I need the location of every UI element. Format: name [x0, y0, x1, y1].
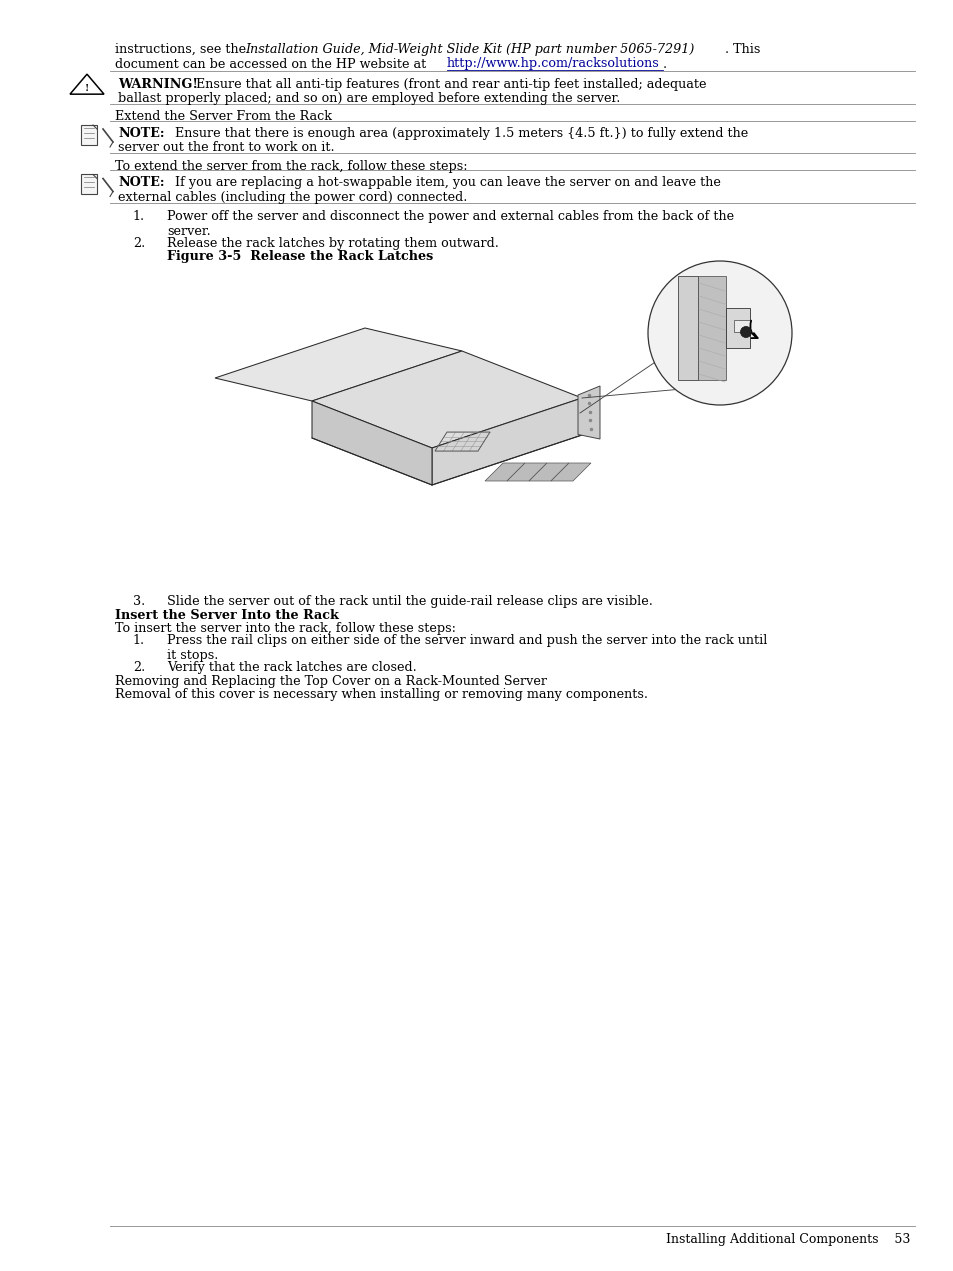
- Text: Power off the server and disconnect the power and external cables from the back : Power off the server and disconnect the …: [167, 211, 734, 224]
- Text: Verify that the rack latches are closed.: Verify that the rack latches are closed.: [167, 661, 416, 674]
- Text: NOTE:: NOTE:: [118, 177, 164, 189]
- Text: Removal of this cover is necessary when installing or removing many components.: Removal of this cover is necessary when …: [115, 688, 647, 702]
- Polygon shape: [312, 400, 432, 486]
- Text: ballast properly placed; and so on) are employed before extending the server.: ballast properly placed; and so on) are …: [118, 92, 619, 105]
- Text: Release the rack latches by rotating them outward.: Release the rack latches by rotating the…: [167, 236, 498, 250]
- Polygon shape: [551, 463, 590, 480]
- Text: . This: . This: [724, 43, 760, 56]
- Text: Installing Additional Components    53: Installing Additional Components 53: [665, 1233, 909, 1246]
- Text: Press the rail clips on either side of the server inward and push the server int: Press the rail clips on either side of t…: [167, 634, 766, 647]
- Polygon shape: [725, 308, 749, 348]
- Text: server out the front to work on it.: server out the front to work on it.: [118, 141, 335, 155]
- Text: 2.: 2.: [132, 661, 145, 674]
- Text: !: !: [85, 84, 89, 93]
- Polygon shape: [432, 398, 581, 486]
- Polygon shape: [506, 463, 546, 480]
- Text: server.: server.: [167, 225, 211, 238]
- Text: Removing and Replacing the Top Cover on a Rack-Mounted Server: Removing and Replacing the Top Cover on …: [115, 675, 546, 689]
- Text: Figure 3-5  Release the Rack Latches: Figure 3-5 Release the Rack Latches: [167, 250, 433, 263]
- Polygon shape: [733, 320, 749, 332]
- Text: Ensure that all anti-tip features (front and rear anti-tip feet installed; adequ: Ensure that all anti-tip features (front…: [188, 78, 706, 90]
- Text: 1.: 1.: [132, 634, 145, 647]
- Text: 2.: 2.: [132, 236, 145, 250]
- Text: it stops.: it stops.: [167, 649, 218, 662]
- Circle shape: [647, 261, 791, 405]
- Polygon shape: [214, 328, 461, 400]
- Polygon shape: [678, 276, 698, 380]
- Bar: [81, 174, 97, 194]
- Text: Insert the Server Into the Rack: Insert the Server Into the Rack: [115, 610, 338, 623]
- Text: If you are replacing a hot-swappable item, you can leave the server on and leave: If you are replacing a hot-swappable ite…: [167, 177, 720, 189]
- Text: To insert the server into the rack, follow these steps:: To insert the server into the rack, foll…: [115, 622, 456, 636]
- Polygon shape: [312, 351, 581, 447]
- Text: To extend the server from the rack, follow these steps:: To extend the server from the rack, foll…: [115, 160, 467, 173]
- Text: Ensure that there is enough area (approximately 1.5 meters {4.5 ft.}) to fully e: Ensure that there is enough area (approx…: [167, 127, 747, 140]
- Text: 1.: 1.: [132, 211, 145, 224]
- Circle shape: [740, 327, 751, 338]
- Polygon shape: [578, 386, 599, 438]
- Text: 3.: 3.: [132, 595, 145, 608]
- Text: Slide the server out of the rack until the guide-rail release clips are visible.: Slide the server out of the rack until t…: [167, 595, 652, 608]
- Text: Extend the Server From the Rack: Extend the Server From the Rack: [115, 111, 332, 123]
- Text: WARNING!: WARNING!: [118, 78, 198, 90]
- Polygon shape: [529, 463, 568, 480]
- Text: instructions, see the: instructions, see the: [115, 43, 250, 56]
- Bar: [81, 125, 97, 145]
- Text: http://www.hp.com/racksolutions: http://www.hp.com/racksolutions: [447, 57, 659, 70]
- Polygon shape: [698, 276, 725, 380]
- Polygon shape: [484, 463, 524, 480]
- Text: document can be accessed on the HP website at: document can be accessed on the HP websi…: [115, 57, 430, 70]
- Text: .: .: [662, 57, 666, 70]
- Text: Installation Guide, Mid-Weight Slide Kit (HP part number 5065-7291): Installation Guide, Mid-Weight Slide Kit…: [245, 43, 694, 56]
- Text: NOTE:: NOTE:: [118, 127, 164, 140]
- Text: external cables (including the power cord) connected.: external cables (including the power cor…: [118, 191, 467, 205]
